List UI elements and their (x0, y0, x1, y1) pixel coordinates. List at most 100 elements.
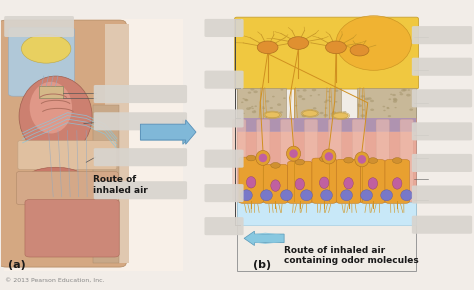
Text: © 2013 Pearson Education, Inc.: © 2013 Pearson Education, Inc. (5, 277, 105, 282)
Text: Route of inhaled air
containing odor molecules: Route of inhaled air containing odor mol… (284, 246, 419, 265)
Circle shape (262, 107, 265, 109)
Text: (a): (a) (9, 260, 26, 270)
Circle shape (280, 111, 283, 113)
FancyBboxPatch shape (204, 109, 244, 128)
Circle shape (320, 112, 324, 114)
Ellipse shape (361, 190, 373, 201)
Ellipse shape (355, 152, 369, 167)
Circle shape (324, 101, 327, 103)
FancyBboxPatch shape (376, 119, 389, 201)
Ellipse shape (295, 178, 304, 190)
Circle shape (387, 107, 390, 109)
FancyBboxPatch shape (361, 160, 385, 203)
FancyBboxPatch shape (94, 181, 187, 199)
Ellipse shape (286, 146, 301, 161)
Circle shape (344, 157, 353, 163)
Circle shape (393, 100, 397, 103)
Circle shape (390, 94, 392, 95)
Circle shape (331, 113, 335, 115)
Circle shape (344, 115, 346, 117)
Ellipse shape (271, 180, 280, 191)
FancyArrow shape (244, 231, 284, 246)
Circle shape (332, 111, 336, 114)
Circle shape (255, 106, 257, 107)
Circle shape (357, 104, 360, 105)
Circle shape (392, 158, 402, 163)
Circle shape (328, 99, 330, 101)
Circle shape (392, 94, 396, 96)
FancyBboxPatch shape (412, 58, 472, 76)
Circle shape (245, 99, 248, 101)
Ellipse shape (30, 82, 72, 133)
Bar (105, 24, 128, 263)
Circle shape (323, 114, 328, 117)
Ellipse shape (302, 110, 318, 116)
Circle shape (326, 41, 346, 54)
Circle shape (325, 99, 328, 102)
Circle shape (361, 114, 365, 117)
Circle shape (295, 159, 304, 165)
Circle shape (272, 115, 276, 117)
Ellipse shape (301, 190, 312, 201)
Ellipse shape (319, 177, 329, 189)
Circle shape (361, 95, 365, 98)
Circle shape (254, 110, 256, 112)
Circle shape (318, 94, 320, 96)
Circle shape (301, 115, 306, 117)
Bar (39, 86, 63, 98)
Ellipse shape (240, 190, 252, 201)
Ellipse shape (392, 178, 402, 189)
FancyBboxPatch shape (4, 16, 74, 37)
Circle shape (344, 111, 346, 112)
Bar (237, 118, 416, 132)
FancyBboxPatch shape (233, 119, 246, 201)
Ellipse shape (357, 155, 366, 164)
Circle shape (370, 108, 374, 111)
FancyArrow shape (140, 120, 195, 144)
Circle shape (288, 37, 309, 49)
Circle shape (311, 110, 313, 111)
Circle shape (383, 110, 386, 111)
Ellipse shape (261, 190, 273, 201)
Ellipse shape (322, 149, 336, 164)
Ellipse shape (21, 35, 71, 63)
Circle shape (295, 105, 297, 106)
Circle shape (250, 88, 255, 90)
Circle shape (406, 94, 410, 97)
Circle shape (251, 106, 254, 107)
FancyBboxPatch shape (412, 186, 472, 204)
Ellipse shape (344, 177, 353, 189)
Ellipse shape (256, 151, 270, 165)
Circle shape (303, 89, 307, 92)
FancyBboxPatch shape (288, 161, 312, 203)
Ellipse shape (281, 190, 292, 201)
Ellipse shape (333, 113, 348, 119)
Ellipse shape (19, 76, 92, 157)
Circle shape (270, 107, 273, 109)
Circle shape (370, 100, 374, 102)
Circle shape (325, 107, 328, 109)
Circle shape (277, 103, 281, 106)
Circle shape (387, 107, 389, 108)
FancyBboxPatch shape (25, 200, 119, 257)
Circle shape (328, 96, 331, 98)
Bar (4, 19, 183, 271)
Circle shape (350, 44, 369, 56)
FancyBboxPatch shape (204, 184, 244, 202)
Ellipse shape (265, 112, 280, 118)
Bar (237, 118, 416, 202)
FancyBboxPatch shape (336, 159, 361, 203)
Circle shape (403, 89, 407, 91)
Circle shape (312, 88, 316, 91)
FancyBboxPatch shape (281, 119, 294, 201)
Bar (237, 202, 416, 225)
Circle shape (244, 99, 247, 101)
Bar (293, 88, 341, 118)
FancyBboxPatch shape (412, 216, 472, 234)
Circle shape (393, 99, 398, 101)
Ellipse shape (246, 177, 256, 188)
FancyBboxPatch shape (400, 119, 413, 201)
FancyBboxPatch shape (256, 119, 270, 201)
FancyBboxPatch shape (94, 85, 187, 103)
FancyBboxPatch shape (9, 27, 74, 96)
